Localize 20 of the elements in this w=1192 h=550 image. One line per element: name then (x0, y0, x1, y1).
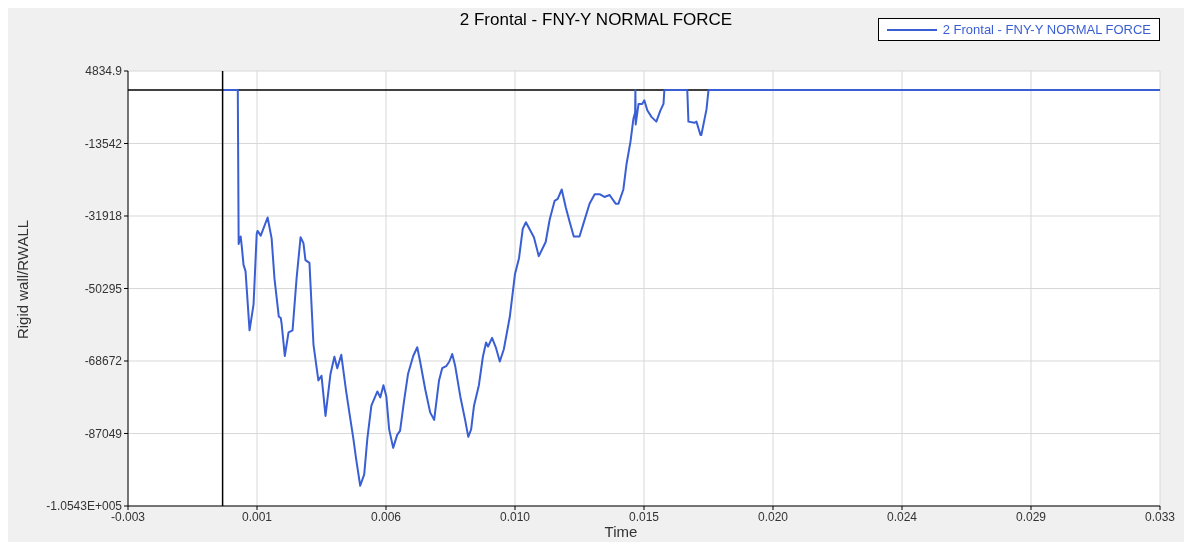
x-tick-label: 0.010 (499, 509, 531, 524)
y-tick-label: -87049 (84, 426, 123, 441)
y-tick-label: -50295 (84, 281, 123, 296)
y-tick-label: -68672 (84, 354, 123, 369)
x-tick-label: 0.024 (886, 509, 918, 524)
y-tick-label: -31918 (84, 209, 123, 224)
y-axis-title: Rigid wall/RWALL (14, 219, 32, 340)
x-axis-title: Time (603, 523, 639, 540)
x-tick-label: 0.001 (241, 509, 273, 524)
line-series (222, 89, 1160, 487)
x-tick-label: 0.015 (628, 509, 660, 524)
x-tick-label: 0.020 (757, 509, 789, 524)
x-tick-label: 0.029 (1015, 509, 1047, 524)
x-tick-label: 0.033 (1144, 509, 1176, 524)
x-tick-label: -0.003 (110, 509, 146, 524)
legend-label: 2 Frontal - FNY-Y NORMAL FORCE (942, 22, 1151, 37)
x-tick-label: 0.006 (370, 509, 402, 524)
y-tick-label: -13542 (84, 136, 123, 151)
chart-title: 2 Frontal - FNY-Y NORMAL FORCE (459, 10, 733, 29)
y-tick-label: 4834.9 (85, 64, 123, 79)
